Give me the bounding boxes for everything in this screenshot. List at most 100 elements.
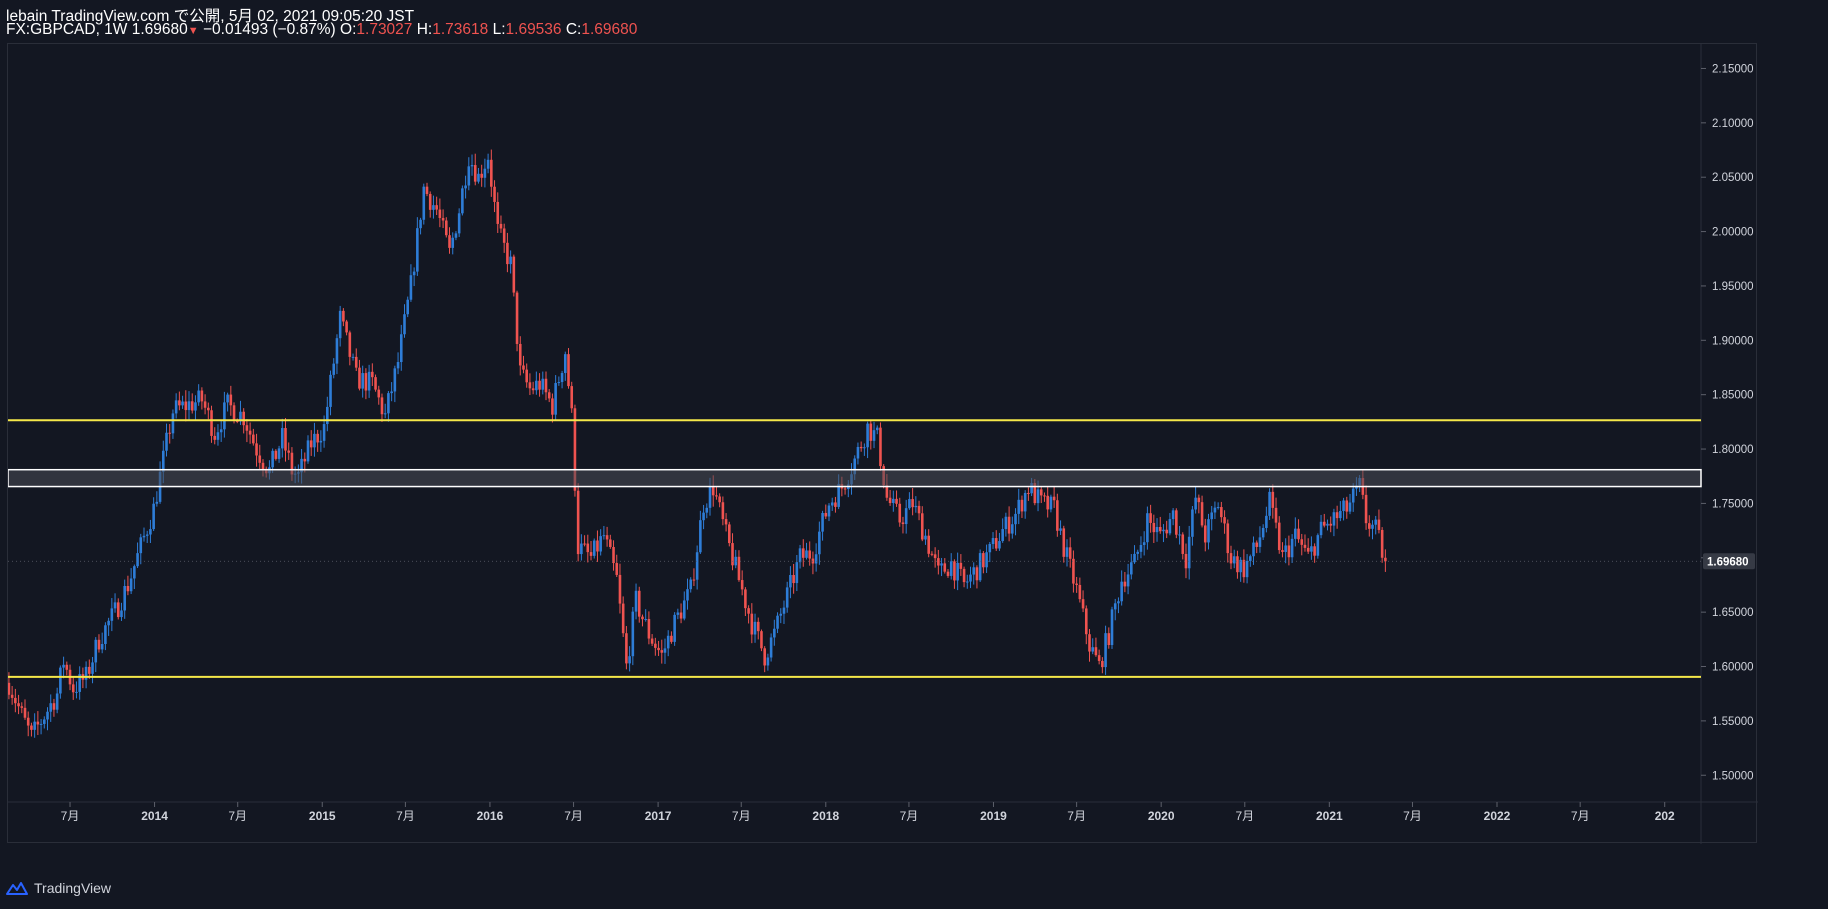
candle-body-428	[1384, 557, 1387, 562]
candle-body-264	[856, 446, 860, 459]
candle-body-335	[1084, 608, 1088, 635]
candle-body-266	[863, 447, 866, 449]
candle-body-178	[580, 543, 583, 555]
candle-body-220	[715, 495, 718, 497]
candle-body-136	[444, 220, 448, 236]
candle-body-165	[538, 380, 541, 390]
candle-body-166	[541, 378, 545, 390]
candle-body-356	[1152, 522, 1156, 533]
candle-body-63	[210, 410, 213, 436]
candle-body-91	[300, 458, 303, 473]
candle-body-425	[1374, 519, 1378, 525]
candle-body-406	[1313, 546, 1316, 556]
candle-body-333	[1078, 584, 1082, 600]
candle-body-313	[1014, 513, 1017, 525]
y-tick-label-3: 2.00000	[1712, 227, 1754, 239]
candle-body-120	[393, 368, 397, 392]
candle-body-164	[535, 380, 538, 391]
candle-body-172	[560, 373, 564, 383]
candle-body-210	[682, 600, 686, 619]
candle-body-303	[982, 553, 985, 568]
candle-body-388	[1255, 542, 1259, 547]
candle-body-125	[409, 275, 413, 300]
candle-body-213	[692, 579, 696, 581]
chart-frame[interactable]: 2.15000 2.10000 2.05000 2.00000 1.95000 1.900…	[7, 43, 1758, 844]
current-price-label-bg	[1703, 553, 1755, 570]
candle-body-276	[895, 498, 898, 504]
candle-body-79	[261, 462, 265, 469]
candle-body-43	[145, 534, 149, 536]
candle-body-354	[1146, 513, 1149, 543]
candle-body-39	[133, 566, 136, 579]
open-value: 1.73027	[356, 21, 413, 38]
candle-body-329	[1065, 547, 1069, 557]
candle-body-280	[908, 499, 911, 509]
candle-body-1	[10, 694, 14, 698]
candle-body-234	[760, 631, 763, 649]
candles	[8, 149, 1387, 738]
candle-body-382	[1236, 556, 1239, 573]
candle-body-418	[1351, 488, 1355, 503]
candle-body-217	[705, 507, 709, 513]
candle-body-298	[965, 581, 969, 583]
y-tick-label-0: 2.15000	[1712, 63, 1754, 75]
symbol-interval: FX:GBPCAD, 1W	[6, 21, 128, 38]
candle-body-216	[702, 512, 705, 521]
high-label: H:	[416, 21, 433, 38]
candle-body-103	[338, 310, 342, 339]
candle-body-187	[609, 539, 612, 547]
candle-body-285	[924, 535, 927, 540]
candle-body-182	[592, 540, 596, 556]
open-label: O:	[340, 21, 357, 38]
candle-body-258	[837, 483, 840, 507]
candle-body-207	[673, 614, 676, 642]
candle-body-328	[1062, 528, 1066, 557]
candle-body-96	[316, 433, 319, 443]
candle-body-378	[1223, 517, 1226, 524]
candle-body-105	[345, 321, 348, 333]
candle-body-379	[1226, 523, 1230, 554]
candle-body-295	[956, 562, 959, 581]
candle-body-318	[1030, 483, 1033, 494]
candle-body-281	[911, 499, 914, 508]
candle-body-381	[1232, 556, 1236, 564]
candle-body-414	[1339, 510, 1342, 519]
tradingview-brand: TradingView	[34, 880, 112, 896]
candle-body-307	[994, 538, 998, 549]
candle-body-104	[342, 310, 345, 322]
candle-body-144	[470, 165, 474, 167]
candle-body-376	[1216, 507, 1220, 509]
candle-body-287	[930, 553, 934, 555]
candle-body-248	[805, 550, 808, 558]
candle-body-398	[1287, 545, 1291, 558]
candle-body-22	[78, 674, 81, 692]
candle-body-117	[383, 413, 387, 415]
candle-body-26	[91, 662, 94, 674]
candle-body-14	[52, 703, 56, 710]
candle-body-301	[975, 567, 979, 581]
candle-body-198	[644, 619, 647, 621]
candlestick-chart[interactable]: 2.15000 2.10000 2.05000 2.00000 1.95000 1.900…	[8, 44, 1758, 844]
candle-body-344	[1113, 603, 1117, 610]
candle-body-25	[88, 666, 91, 674]
candle-body-319	[1033, 483, 1037, 504]
candle-body-302	[978, 553, 982, 581]
candle-body-322	[1043, 495, 1046, 497]
candle-body-277	[898, 503, 902, 523]
candle-body-334	[1081, 599, 1085, 609]
candle-body-223	[724, 519, 728, 525]
candle-body-76	[252, 434, 255, 444]
candle-body-265	[859, 446, 863, 449]
candle-body-275	[892, 498, 895, 504]
candle-body-130	[425, 186, 429, 194]
candle-body-369	[1194, 497, 1197, 510]
candle-body-186	[605, 535, 609, 540]
candle-body-268	[869, 423, 873, 441]
candle-body-93	[306, 440, 310, 462]
x-tick-label-2: 7月	[228, 809, 247, 823]
candle-body-306	[991, 538, 995, 544]
candle-body-230	[747, 608, 750, 614]
candle-body-114	[374, 377, 377, 390]
price-change: −0.01493 (−0.87%)	[202, 21, 336, 38]
candle-body-127	[416, 228, 419, 272]
